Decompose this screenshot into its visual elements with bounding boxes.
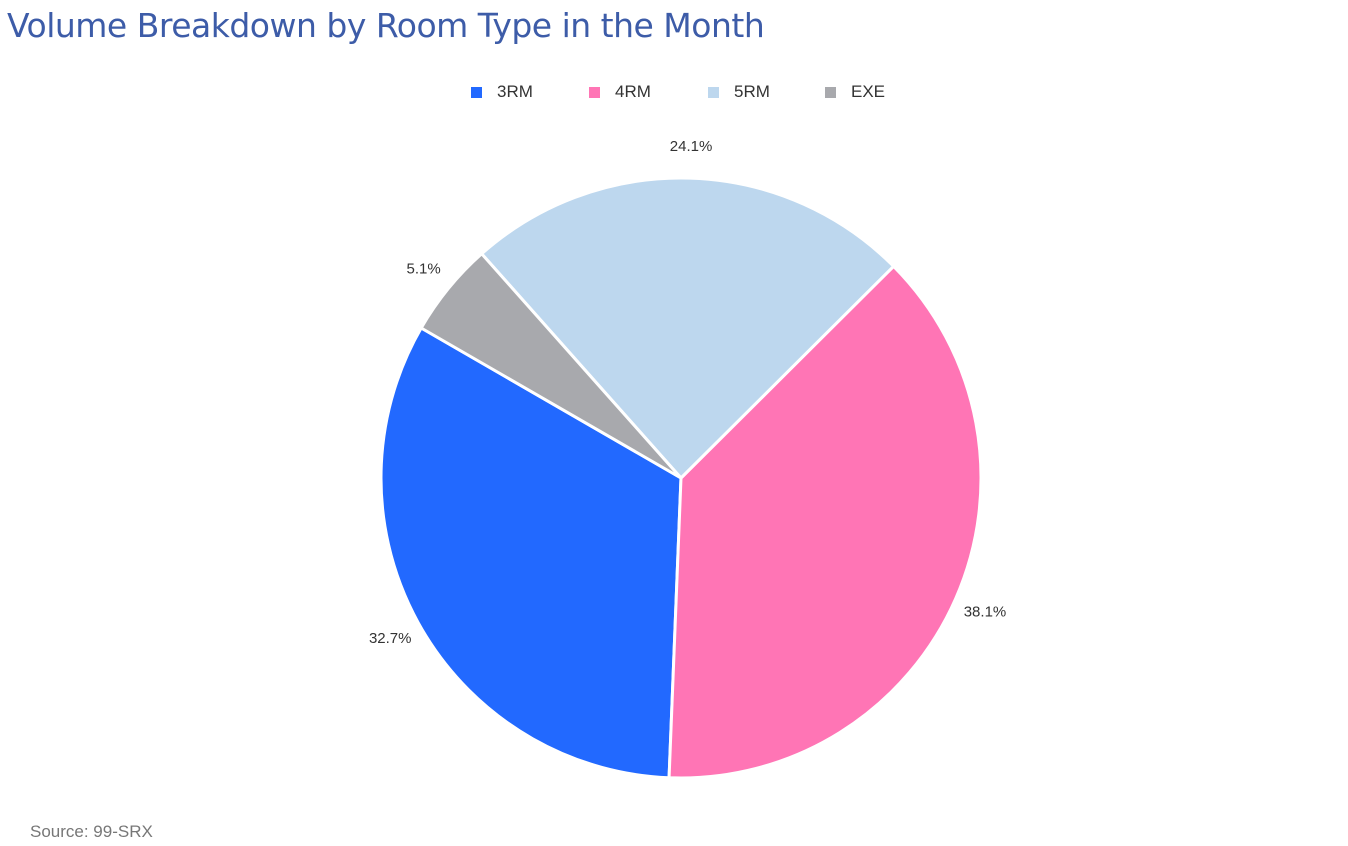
data-label-4rm: 38.1% <box>964 603 1007 620</box>
data-label-exe: 5.1% <box>407 260 441 277</box>
legend-label: EXE <box>851 82 886 101</box>
legend-item-exe[interactable]: EXE <box>825 82 885 102</box>
pie-slice-3rm[interactable] <box>379 325 683 780</box>
legend-label: 5RM <box>734 82 770 101</box>
legend-swatch <box>708 86 719 98</box>
legend-item-5rm[interactable]: 5RM <box>708 82 770 102</box>
pie-slice-5rm[interactable] <box>479 176 896 481</box>
legend-item-3rm[interactable]: 3RM <box>471 82 533 102</box>
legend-item-4rm[interactable]: 4RM <box>589 82 651 102</box>
pie-slice-4rm[interactable] <box>667 264 983 780</box>
legend-label: 3RM <box>497 82 533 101</box>
legend: 3RM 4RM 5RM EXE <box>0 82 1348 104</box>
legend-swatch <box>471 86 482 98</box>
source-note: Source: 99-SRX <box>30 822 153 841</box>
data-label-5rm: 24.1% <box>670 138 713 155</box>
pie-slice-exe[interactable] <box>419 251 683 480</box>
legend-swatch <box>589 86 600 98</box>
data-label-3rm: 32.7% <box>369 630 412 647</box>
legend-label: 4RM <box>615 82 651 101</box>
chart-title: Volume Breakdown by Room Type in the Mon… <box>7 6 765 45</box>
legend-swatch <box>825 86 836 98</box>
